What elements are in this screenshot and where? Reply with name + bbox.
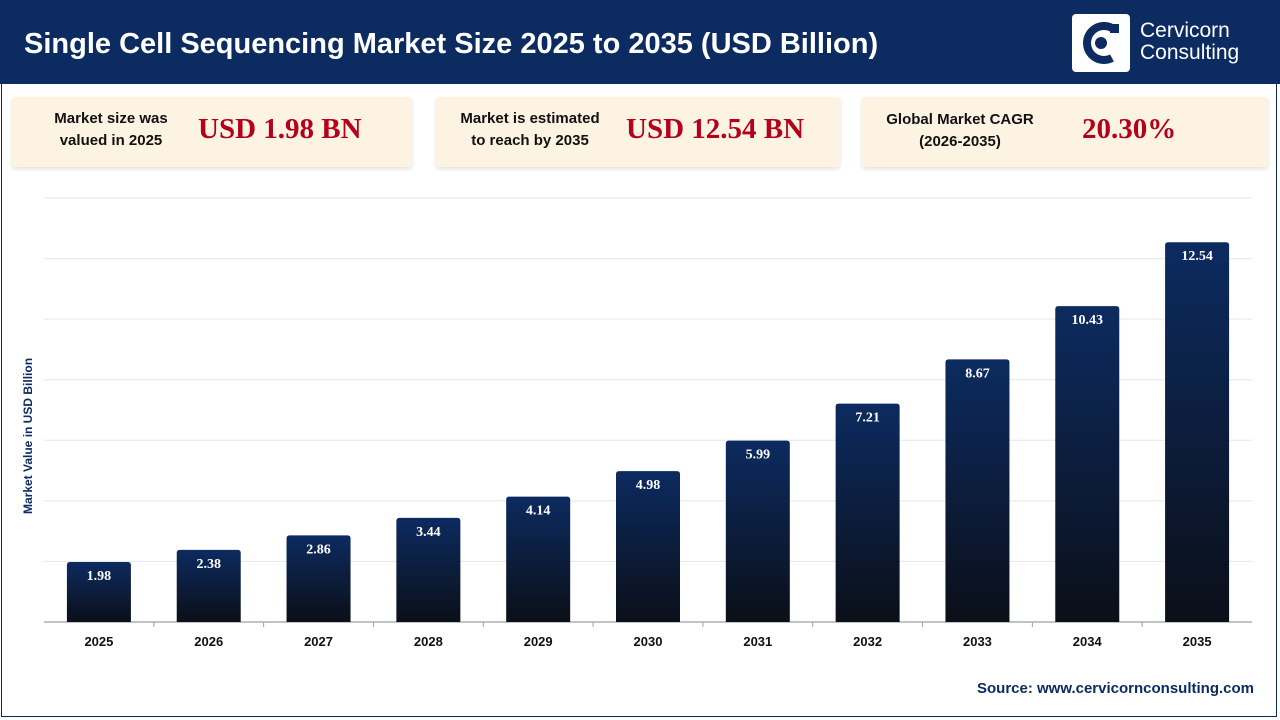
gridlines — [44, 197, 1252, 627]
bar-2035 — [1165, 242, 1230, 622]
x-tick-labels: 2025 2026 2027 2028 2029 2030 2031 2032 2033 2034… — [84, 634, 1211, 649]
bar-2030 — [616, 471, 680, 622]
bar-value-label: 5.99 — [746, 448, 771, 463]
stat-card-value: 20.30% — [1082, 113, 1177, 145]
stat-card-2035-size: Market is estimated to reach by 2035 USD… — [436, 97, 840, 167]
x-tick-label: 2027 — [304, 634, 333, 649]
stat-card-value: USD 12.54 BN — [626, 113, 805, 145]
bar-2026 — [176, 549, 241, 622]
company-logo: Cervicorn Consulting — [1072, 14, 1258, 74]
x-tick-label: 2029 — [524, 634, 553, 649]
x-tick-label: 2030 — [634, 634, 663, 649]
bar-value-label: 4.98 — [636, 478, 661, 493]
bar-value-label: 8.67 — [965, 366, 990, 381]
bar-2034 — [1055, 306, 1120, 622]
bar-2028 — [396, 517, 461, 622]
stat-card-label: Market is estimated to reach by 2035 — [460, 110, 600, 149]
stat-card-cagr: Global Market CAGR (2026-2035) 20.30% — [862, 97, 1268, 167]
y-axis-label: Market Value in USD Billion — [21, 358, 35, 514]
bar-2032 — [835, 403, 900, 622]
bar-2031 — [725, 440, 790, 622]
x-tick-label: 2028 — [414, 634, 443, 649]
bars — [66, 242, 1230, 622]
bar-value-label: 3.44 — [416, 525, 441, 540]
source-note: Source: www.cervicornconsulting.com — [976, 680, 1254, 697]
x-tick-label: 2026 — [194, 634, 223, 649]
bar-2027 — [286, 535, 351, 622]
x-tick-label: 2033 — [963, 634, 992, 649]
bar-value-label: 7.21 — [855, 411, 880, 426]
bar-2029 — [506, 496, 571, 622]
bar-2025 — [66, 562, 131, 622]
page-title: Single Cell Sequencing Market Size 2025 … — [24, 28, 879, 60]
stat-card-value: USD 1.98 BN — [198, 113, 362, 145]
bar-value-label: 2.38 — [196, 557, 221, 572]
bar-value-label: 12.54 — [1181, 249, 1213, 264]
header-bar: Single Cell Sequencing Market Size 2025 … — [0, 0, 1280, 84]
stat-card-label: Global Market CAGR (2026-2035) — [886, 111, 1034, 150]
x-tick-label: 2025 — [84, 634, 113, 649]
bar-value-label: 2.86 — [306, 542, 331, 557]
bar-value-label: 10.43 — [1072, 313, 1104, 328]
logo-icon — [1072, 14, 1130, 72]
bar-value-label: 4.14 — [526, 504, 551, 519]
logo-line-2: Consulting — [1140, 41, 1240, 64]
bar-value-labels: 1.98 2.38 2.86 3.44 4.14 4.98 5.99 7.21 8.67 10.4… — [87, 249, 1213, 584]
x-tick-label: 2034 — [1073, 634, 1103, 649]
stat-card-label: Market size was valued in 2025 — [54, 110, 168, 149]
bar-chart: 1.98 2.38 2.86 3.44 4.14 4.98 5.99 7.21 8.67 10.4… — [21, 197, 1252, 649]
stat-card-2025-size: Market size was valued in 2025 USD 1.98 … — [12, 97, 412, 167]
x-tick-label: 2035 — [1183, 634, 1212, 649]
x-tick-label: 2032 — [853, 634, 882, 649]
bar-2033 — [945, 359, 1010, 622]
bar-value-label: 1.98 — [87, 569, 112, 584]
logo-text: Cervicorn Consulting — [1140, 20, 1239, 64]
x-tick-label: 2031 — [743, 634, 772, 649]
logo-line-1: Cervicorn — [1140, 19, 1230, 42]
